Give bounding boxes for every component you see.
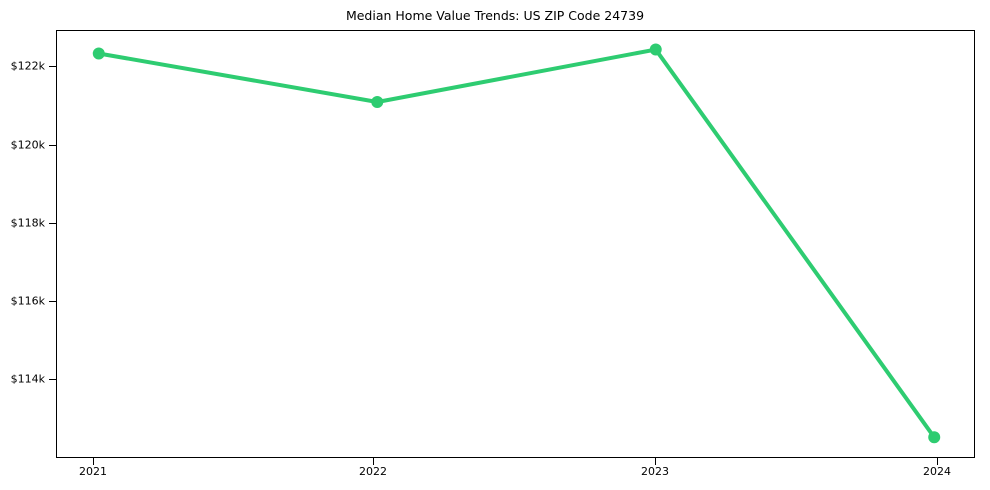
y-tick-mark-122k [49,66,56,67]
chart-title: Median Home Value Trends: US ZIP Code 24… [345,8,645,23]
line-series-svg [92,43,941,444]
y-axis-tick-labels: $122k $120k $118k $116k $114k [0,0,45,490]
y-tick-mark-114k [49,379,56,380]
plot-area [56,30,975,458]
data-point-2021 [92,47,105,60]
series-markers [92,43,941,444]
y-tick-mark-120k [49,145,56,146]
y-tick-label-122k: $122k [10,59,45,73]
y-tick-label-120k: $120k [10,138,45,152]
x-tick-label-2023: 2023 [641,465,669,478]
x-tick-mark-2023 [655,458,656,465]
y-tick-mark-116k [49,301,56,302]
x-tick-mark-2024 [937,458,938,465]
data-point-2024 [928,431,941,444]
data-point-2022 [371,96,384,108]
y-tick-mark-118k [49,223,56,224]
y-tick-label-118k: $118k [10,216,45,230]
y-tick-label-116k: $116k [10,294,45,308]
data-point-2023 [649,43,662,56]
x-tick-label-2021: 2021 [79,465,107,478]
x-tick-mark-2022 [373,458,374,465]
series-line-median-home-value [96,47,937,440]
y-tick-label-114k: $114k [10,372,45,386]
x-tick-label-2024: 2024 [923,465,951,478]
x-tick-label-2022: 2022 [359,465,387,478]
x-tick-mark-2021 [93,458,94,465]
